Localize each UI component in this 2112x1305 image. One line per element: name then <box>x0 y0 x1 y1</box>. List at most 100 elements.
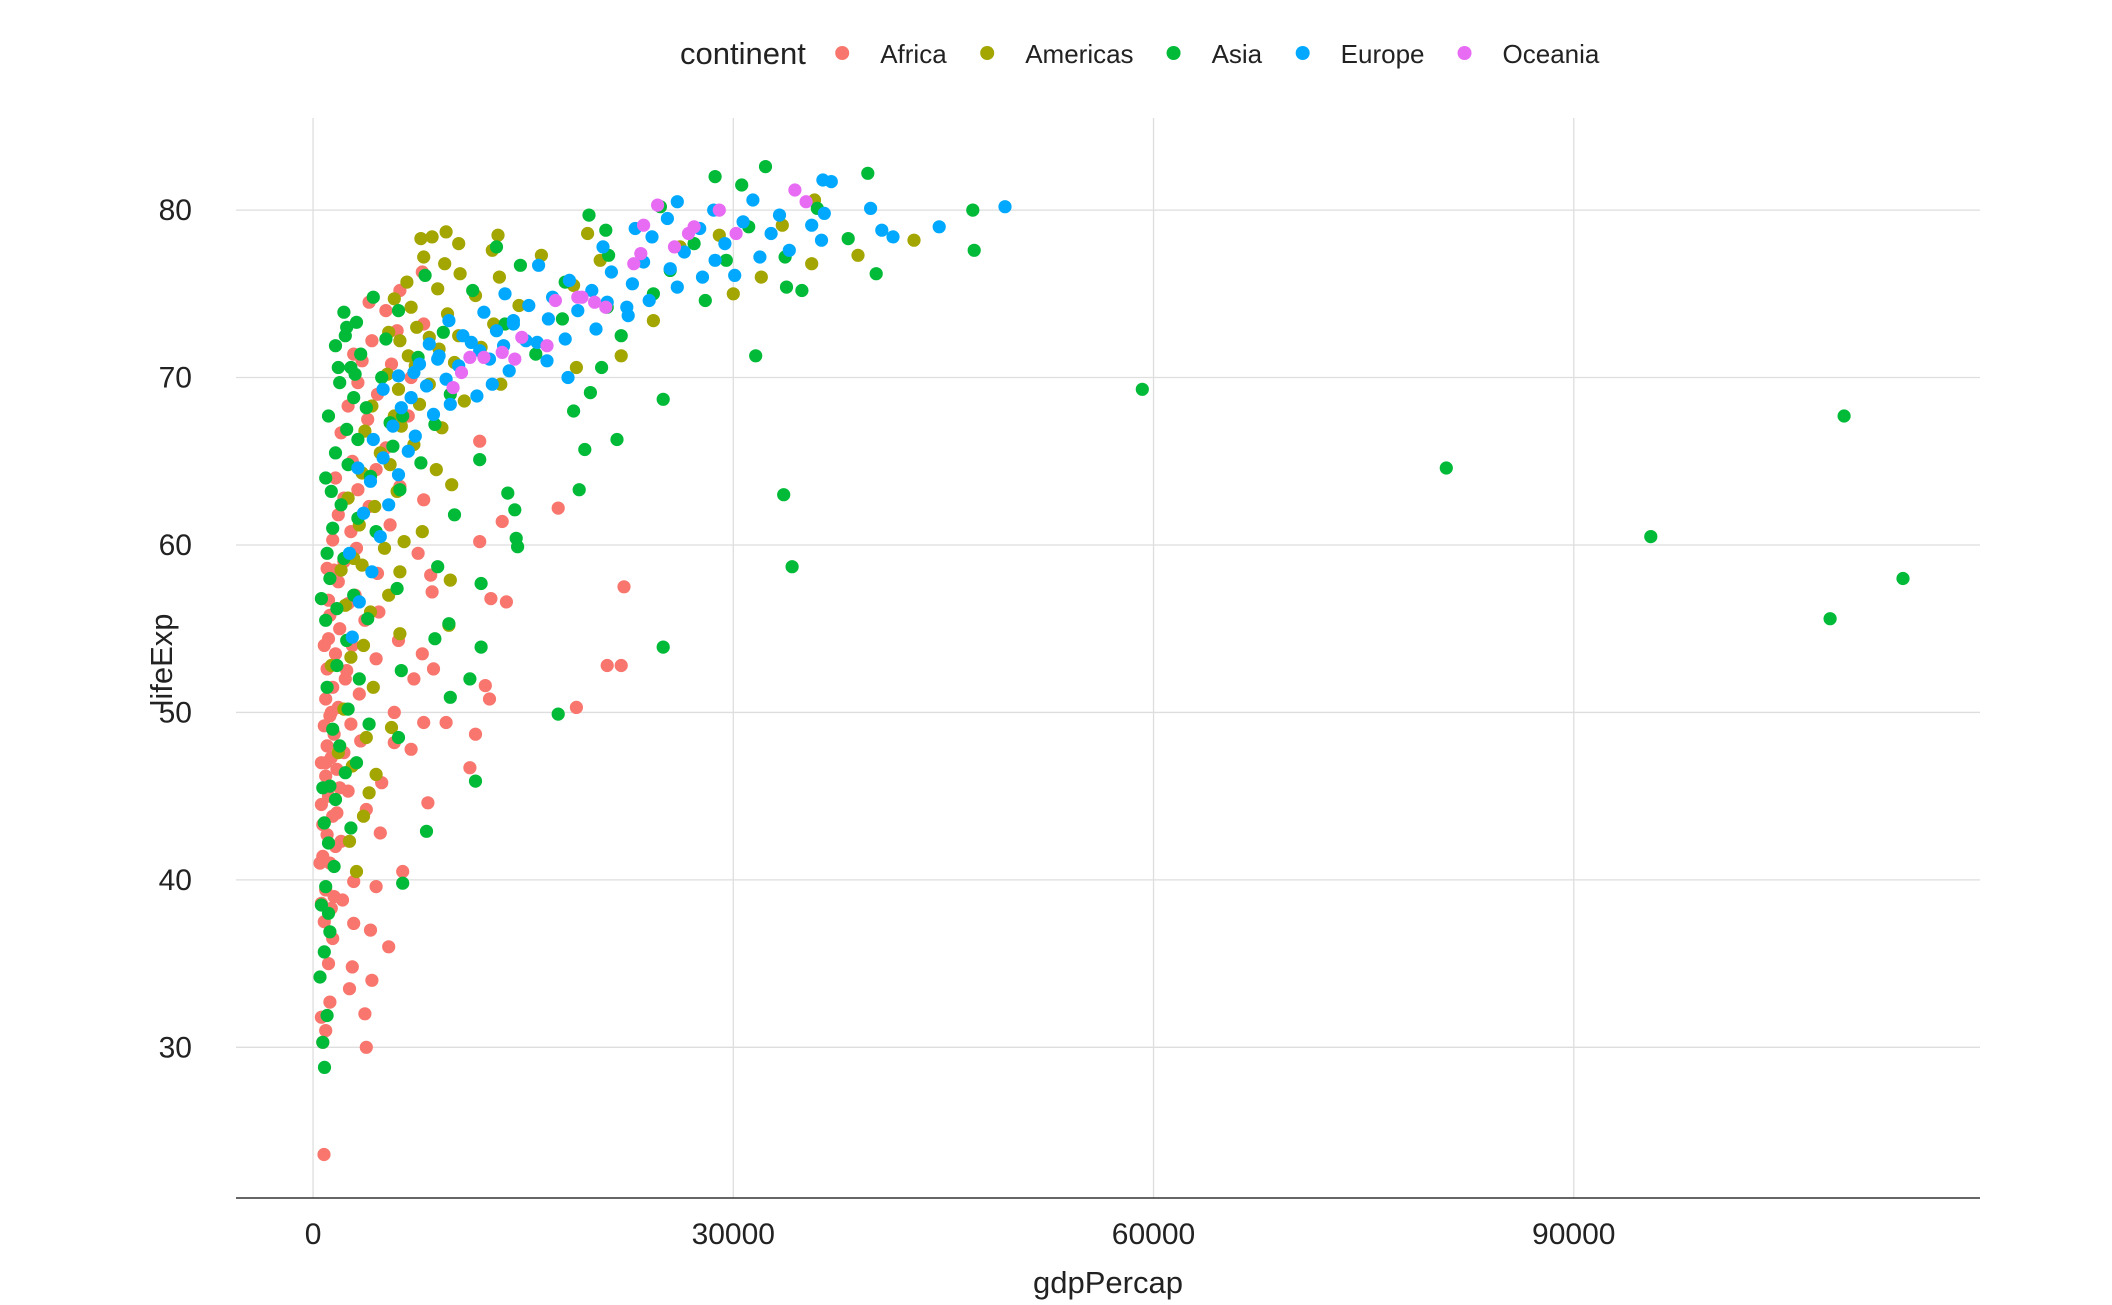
data-point <box>400 275 414 289</box>
data-point <box>426 407 441 421</box>
data-point <box>966 203 980 217</box>
y-tick-label: 70 <box>159 362 192 395</box>
series-oceania <box>446 183 813 395</box>
data-point <box>327 859 341 874</box>
data-point <box>651 198 665 212</box>
data-point <box>775 218 789 232</box>
data-point <box>414 456 428 470</box>
data-point <box>351 483 365 497</box>
data-point <box>321 957 336 971</box>
data-point <box>588 295 602 309</box>
data-point <box>431 282 445 296</box>
data-point <box>754 270 768 284</box>
data-point <box>777 488 791 502</box>
data-point <box>319 756 333 770</box>
data-point <box>814 233 829 247</box>
data-point <box>443 397 457 411</box>
data-point <box>567 404 581 418</box>
data-point <box>463 672 477 686</box>
data-point <box>394 401 408 415</box>
data-point <box>383 518 397 532</box>
data-point <box>540 354 554 368</box>
data-point <box>869 267 883 281</box>
data-point <box>551 501 565 515</box>
data-point <box>342 834 357 848</box>
data-point <box>366 290 380 304</box>
data-point <box>595 360 609 375</box>
x-tick-label: 60000 <box>1112 1218 1195 1251</box>
data-point <box>417 715 431 730</box>
data-point <box>512 298 526 313</box>
data-point <box>772 208 787 222</box>
data-point <box>326 521 340 535</box>
data-point <box>548 293 563 308</box>
data-point <box>463 761 477 775</box>
y-tick-labels: 30 40 50 60 70 80 <box>159 194 192 1064</box>
series-americas <box>324 193 921 879</box>
data-point <box>785 560 799 574</box>
data-point <box>442 314 456 328</box>
data-point <box>670 195 684 209</box>
data-point <box>513 258 528 272</box>
data-point <box>600 658 614 673</box>
data-point <box>431 560 445 574</box>
data-point <box>352 672 366 686</box>
data-point <box>478 679 492 693</box>
x-tick-label: 90000 <box>1532 1218 1615 1251</box>
data-point <box>495 514 509 529</box>
data-point <box>463 350 477 364</box>
data-point <box>998 200 1012 214</box>
data-point <box>474 576 488 591</box>
data-point <box>485 377 499 391</box>
data-point <box>361 412 375 426</box>
data-point <box>443 690 457 704</box>
y-tick-label: 60 <box>159 529 192 562</box>
data-point <box>508 503 522 517</box>
data-point <box>788 183 802 197</box>
data-point <box>656 640 670 654</box>
data-point <box>907 233 921 247</box>
data-point <box>340 664 354 678</box>
data-point <box>681 226 696 241</box>
data-point <box>1644 530 1658 544</box>
data-point <box>782 243 796 257</box>
data-point <box>337 305 351 319</box>
data-point <box>532 258 546 272</box>
x-tick-label: 30000 <box>692 1218 775 1251</box>
data-point <box>473 453 487 467</box>
data-point <box>572 483 586 497</box>
data-point <box>753 250 767 264</box>
legend-key <box>1166 46 1181 60</box>
data-point <box>421 796 435 810</box>
data-point <box>719 253 733 267</box>
data-point <box>321 906 336 920</box>
data-point <box>321 836 336 850</box>
data-point <box>712 203 726 217</box>
legend-key <box>980 46 995 60</box>
data-point <box>489 324 504 338</box>
data-point <box>319 769 333 783</box>
data-point <box>429 463 443 477</box>
data-point <box>805 257 819 271</box>
series-europe <box>342 173 1012 644</box>
data-point <box>419 824 434 838</box>
data-point <box>431 352 445 366</box>
data-point <box>627 257 641 271</box>
data-point <box>319 880 333 894</box>
data-point <box>344 821 358 835</box>
data-point <box>391 382 406 396</box>
data-point <box>428 417 442 431</box>
legend-label: Oceania <box>1503 39 1600 69</box>
data-point <box>351 432 365 447</box>
data-point <box>317 638 331 653</box>
data-point <box>333 781 347 795</box>
data-point <box>328 339 343 353</box>
data-point <box>489 240 504 254</box>
data-point <box>356 638 371 653</box>
data-point <box>393 483 407 497</box>
data-point <box>340 422 354 436</box>
data-point <box>596 240 610 254</box>
data-point <box>589 322 603 336</box>
data-point <box>317 945 331 959</box>
data-point <box>799 195 813 209</box>
